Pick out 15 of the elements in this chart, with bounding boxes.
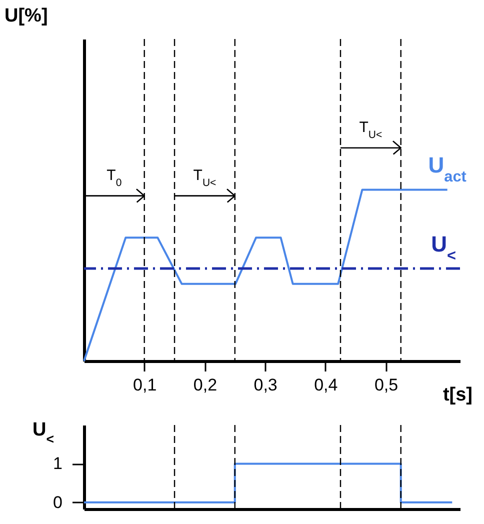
y-axis-title: U[%]	[4, 6, 48, 26]
ref-line-label: U$_{<}$	[431, 232, 456, 264]
text: T$_{0}$	[106, 166, 122, 189]
x-tick-label: 0,1	[133, 376, 157, 394]
y-tick-label: 0	[53, 492, 62, 512]
x-tick-label: 0,3	[254, 376, 278, 394]
x-tick-label: 0,2	[193, 376, 218, 394]
y-tick-label: 1	[53, 454, 62, 474]
text: T$_{U<}$	[359, 118, 382, 141]
text: T$_{U<}$	[193, 166, 216, 189]
x-axis-title: t[s]	[442, 384, 472, 406]
x-tick-label: 0,5	[374, 376, 398, 394]
series-label: U$_{act}$	[428, 152, 466, 186]
x-tick-label: 0,4	[314, 376, 338, 394]
y-axis-title: U$_{<}$	[32, 420, 54, 446]
